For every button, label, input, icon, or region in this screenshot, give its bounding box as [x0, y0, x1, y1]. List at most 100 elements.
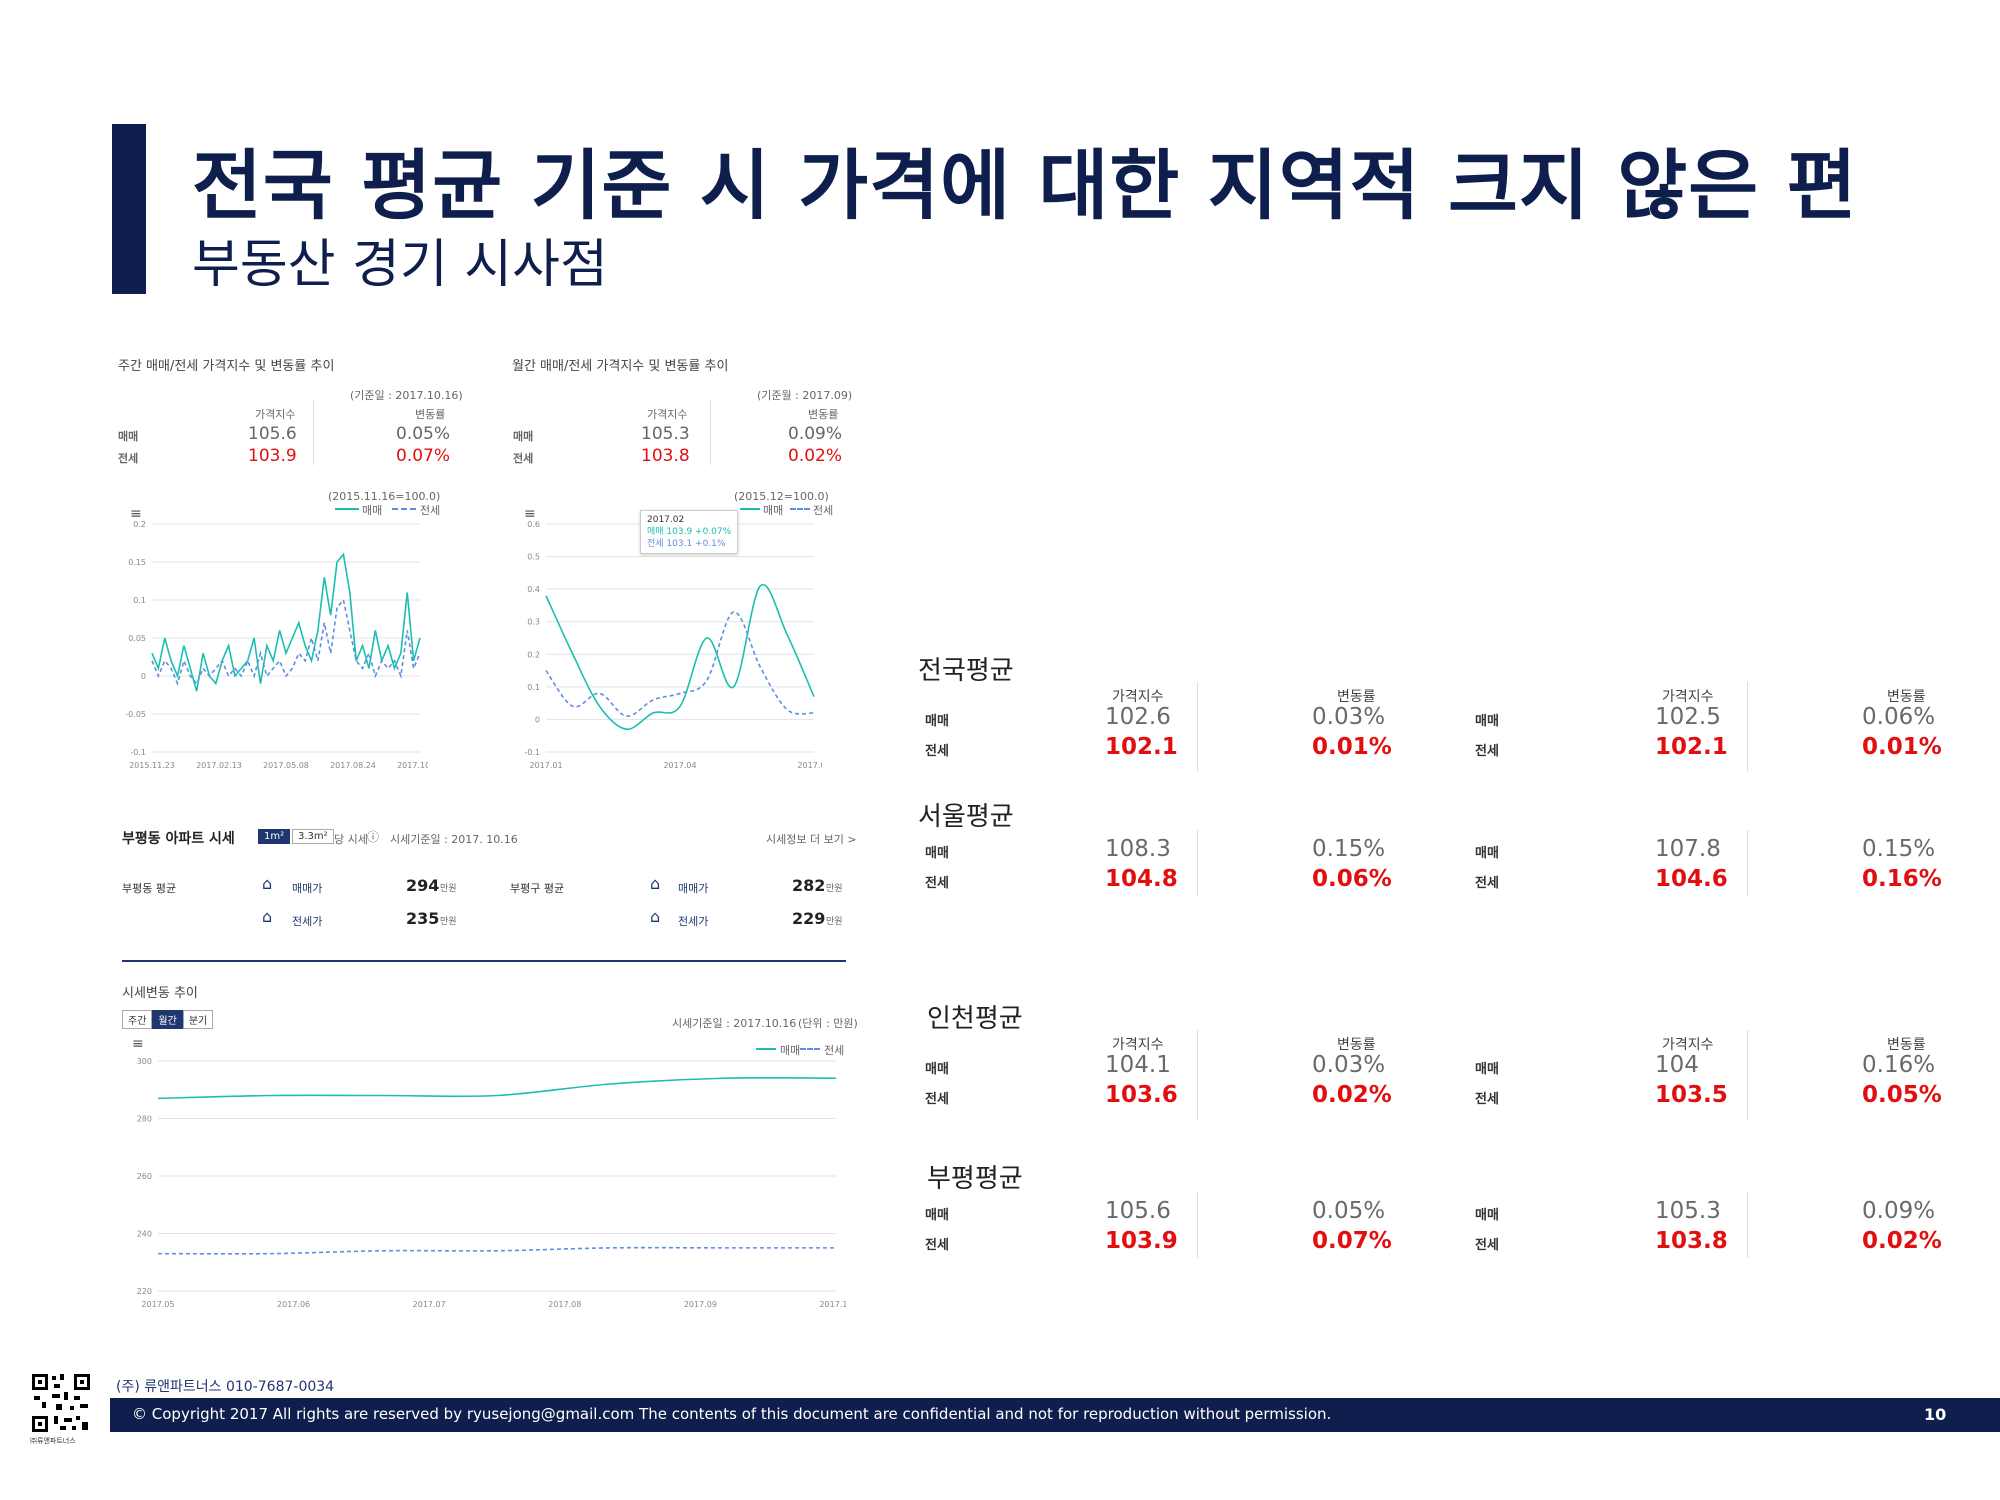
monthly-lease-change: 0.02%	[788, 446, 843, 466]
col-header-change: 변동률	[1887, 689, 1926, 705]
weekly-caption: 주간 매매/전세 가격지수 및 변동률 추이	[118, 359, 335, 374]
weekly-legend-sale: 매매	[362, 504, 383, 517]
monthly-sale-index: 105.3	[641, 424, 690, 444]
lease-change-value: 0.05%	[1862, 1082, 1942, 1108]
section-divider	[122, 960, 846, 962]
row-label-sale: 매매	[1475, 1208, 1499, 1223]
tab-monthly[interactable]: 월간	[152, 1010, 183, 1029]
title-accent-bar	[112, 124, 146, 294]
tab-weekly[interactable]: 주간	[122, 1010, 153, 1029]
tooltip-lease: 전세 103.1 +0.1%	[647, 539, 726, 549]
monthly-row-lease: 전세	[513, 452, 534, 465]
y-tick-label: -0.05	[125, 710, 146, 719]
series-line-lease	[545, 611, 815, 717]
weekly-chart-note: (2015.11.16=100.0)	[328, 490, 441, 503]
row-label-sale: 매매	[1475, 714, 1499, 729]
trend-legend-lease-swatch	[800, 1048, 820, 1050]
weekly-col-index: 가격지수	[255, 408, 296, 421]
series-line-sale	[157, 1077, 837, 1100]
house-icon: ⌂	[262, 874, 273, 893]
left-sale-unit: 만원	[440, 884, 457, 894]
weekly-lease-index: 103.9	[248, 446, 297, 466]
tooltip-sale: 매매 103.9 +0.07%	[647, 527, 732, 537]
col-header-index: 가격지수	[1662, 1037, 1714, 1053]
house-icon-right: ⌂	[650, 874, 661, 893]
sale-index-value: 108.3	[1105, 836, 1171, 862]
right-sale-value: 282	[792, 876, 826, 895]
row-label-lease: 전세	[1475, 744, 1499, 759]
col-header-change: 변동률	[1887, 1037, 1926, 1053]
monthly-menu-icon[interactable]: ≡	[524, 506, 536, 522]
x-tick-label: 2017.05.08	[263, 761, 309, 770]
weekly-sale-change: 0.05%	[396, 424, 451, 444]
row-label-sale: 매매	[925, 846, 949, 861]
monthly-row-sale: 매매	[513, 430, 534, 443]
column-divider	[1197, 1030, 1198, 1120]
trend-title: 시세변동 추이	[122, 986, 198, 1001]
trend-menu-icon[interactable]: ≡	[132, 1036, 144, 1052]
sale-change-value: 0.15%	[1312, 836, 1386, 862]
lease-change-value: 0.07%	[1312, 1228, 1392, 1254]
col-header-change: 변동률	[1337, 689, 1376, 705]
sale-index-value: 104.1	[1105, 1052, 1171, 1078]
monthly-sale-change: 0.09%	[788, 424, 843, 444]
info-icon[interactable]: ⓘ	[367, 830, 380, 844]
column-divider	[1747, 682, 1748, 772]
series-line-sale	[151, 552, 421, 692]
qr-caption: ㈜류앤파트너스	[30, 1437, 76, 1445]
sale-index-value: 102.5	[1655, 704, 1721, 730]
x-tick-label: 2017.01	[529, 761, 562, 770]
trend-legend-lease: 전세	[824, 1044, 845, 1057]
y-tick-label: 220	[137, 1287, 152, 1296]
x-tick-label: 2015.11.23	[129, 761, 175, 770]
sale-change-value: 0.03%	[1312, 704, 1386, 730]
unit-pyeong-button[interactable]: 3.3m²	[292, 829, 334, 844]
y-tick-label: 0.5	[527, 553, 540, 562]
monthly-legend-sale-swatch	[740, 508, 760, 510]
sale-index-value: 107.8	[1655, 836, 1721, 862]
trend-legend-sale-swatch	[756, 1048, 776, 1050]
more-link[interactable]: 시세정보 더 보기 >	[766, 833, 857, 846]
weekly-divider	[313, 400, 314, 465]
monthly-legend-lease-swatch	[790, 508, 810, 510]
y-tick-label: 0.05	[128, 634, 146, 643]
tab-quarterly[interactable]: 분기	[182, 1010, 214, 1029]
sale-change-value: 0.16%	[1862, 1052, 1936, 1078]
row-label-lease: 전세	[925, 1092, 949, 1107]
house-lease-icon-right: ⌂	[650, 907, 661, 926]
lease-index-value: 103.9	[1105, 1228, 1178, 1254]
lease-index-value: 103.6	[1105, 1082, 1178, 1108]
left-lease-unit: 만원	[440, 917, 457, 927]
section-label: 전국평균	[918, 656, 1014, 686]
sale-change-value: 0.05%	[1312, 1198, 1386, 1224]
y-tick-label: -0.1	[524, 748, 540, 757]
y-tick-label: 0.2	[133, 520, 146, 529]
footer-bar	[110, 1398, 2000, 1432]
trend-tabs: 주간 월간 분기	[122, 1010, 214, 1029]
column-divider	[1197, 830, 1198, 896]
tooltip-date: 2017.02	[647, 515, 685, 525]
weekly-legend-lease: 전세	[420, 504, 441, 517]
sale-index-value: 104	[1655, 1052, 1699, 1078]
x-tick-label: 2017.09	[684, 1300, 717, 1309]
row-label-sale: 매매	[1475, 846, 1499, 861]
weekly-menu-icon[interactable]: ≡	[130, 506, 142, 522]
column-divider	[1747, 1192, 1748, 1258]
lease-change-value: 0.16%	[1862, 866, 1942, 892]
row-label-lease: 전세	[1475, 1238, 1499, 1253]
y-tick-label: 0.15	[128, 558, 146, 567]
x-tick-label: 2017.02.13	[196, 761, 242, 770]
y-tick-label: 0	[535, 715, 540, 724]
lease-index-value: 104.8	[1105, 866, 1178, 892]
y-tick-label: 0.6	[527, 520, 540, 529]
weekly-row-sale: 매매	[118, 430, 139, 443]
lease-change-value: 0.01%	[1862, 734, 1942, 760]
row-label-sale: 매매	[925, 714, 949, 729]
weekly-date-note: (기준일 : 2017.10.16)	[350, 389, 463, 402]
apt-title: 부평동 아파트 시세	[122, 831, 235, 847]
row-label-lease: 전세	[925, 1238, 949, 1253]
col-header-change: 변동률	[1337, 1037, 1376, 1053]
unit-m2-button[interactable]: 1m²	[258, 829, 291, 844]
trend-date-note: 시세기준일 : 2017.10.16	[672, 1017, 797, 1030]
y-tick-label: 300	[137, 1057, 152, 1066]
